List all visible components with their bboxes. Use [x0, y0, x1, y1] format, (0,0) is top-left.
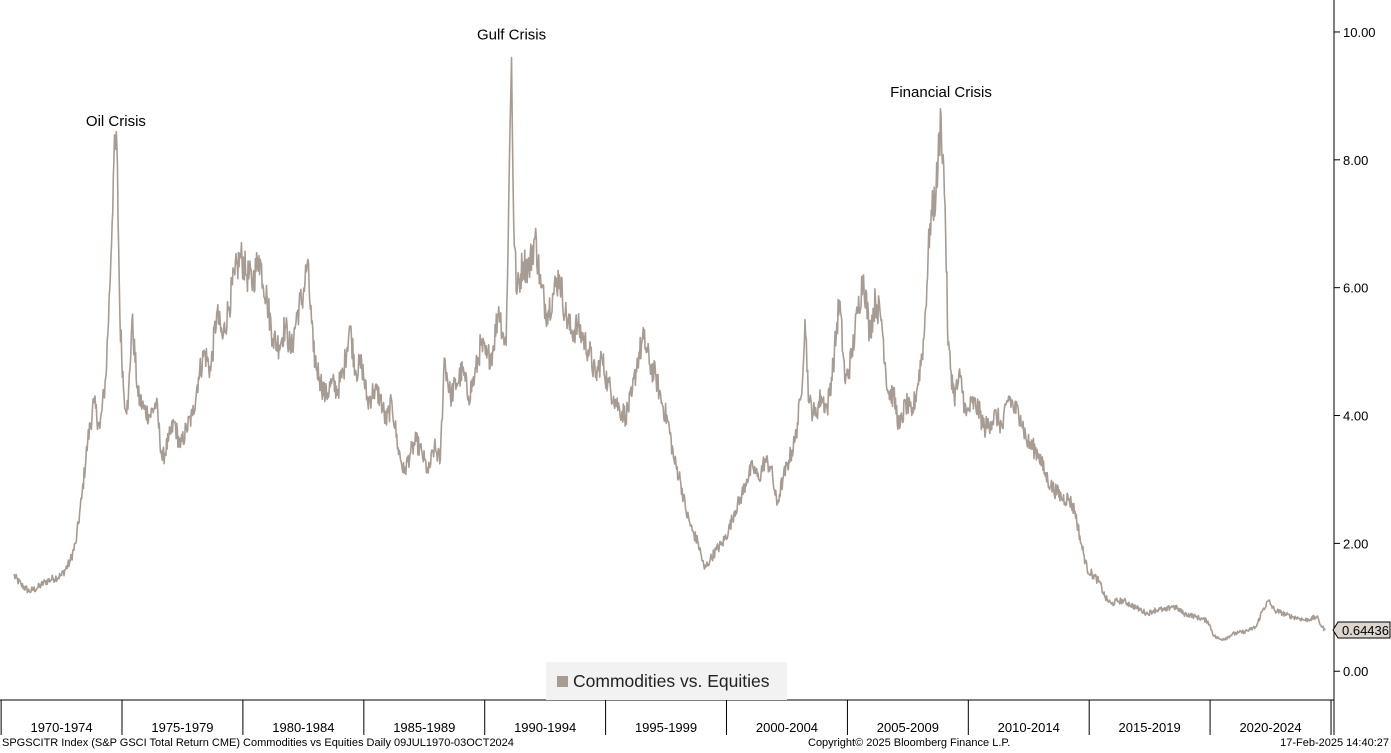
x-tick-label: 2020-2024	[1239, 720, 1301, 735]
y-tick-label: 0.00	[1343, 664, 1368, 679]
chart-legend: Commodities vs. Equities	[546, 662, 787, 700]
footer-timestamp: 17-Feb-2025 14:40:27	[1280, 737, 1389, 749]
last-value-label: 0.64436	[1342, 623, 1389, 638]
x-tick-label: 2000-2004	[756, 720, 818, 735]
x-tick-label: 2005-2009	[877, 720, 939, 735]
last-value-badge	[1332, 621, 1391, 639]
y-tick-label: 6.00	[1343, 281, 1368, 296]
x-tick-label: 1970-1974	[30, 720, 92, 735]
footer-copyright: Copyright© 2025 Bloomberg Finance L.P.	[808, 737, 1011, 749]
annotation-label: Gulf Crisis	[477, 27, 546, 44]
footer-source: SPGSCITR Index (S&P GSCI Total Return CM…	[2, 737, 514, 749]
x-tick-label: 1995-1999	[635, 720, 697, 735]
legend-label: Commodities vs. Equities	[573, 670, 770, 691]
annotation-label: Financial Crisis	[890, 84, 992, 101]
axes: 0.00 2.00 4.00 6.00 8.00 10.00 1970-1974 1975-1…	[0, 0, 1376, 735]
annotations: Oil Crisis Gulf Crisis Financial Crisis 0.6…	[86, 27, 1391, 639]
y-tick-label: 4.00	[1343, 409, 1368, 424]
y-tick-label: 10.00	[1343, 25, 1376, 40]
x-tick-label: 1990-1994	[514, 720, 576, 735]
series-line-commodities-vs-equities	[13, 56, 1326, 642]
x-tick-label: 1980-1984	[272, 720, 334, 735]
legend-swatch	[557, 675, 568, 687]
y-tick-label: 8.00	[1343, 153, 1368, 168]
x-tick-label: 2010-2014	[998, 720, 1060, 735]
y-tick-label: 2.00	[1343, 536, 1368, 551]
plot-area	[13, 56, 1326, 642]
annotation-label: Oil Crisis	[86, 113, 146, 130]
x-tick-label: 1985-1989	[393, 720, 455, 735]
x-tick-label: 2015-2019	[1119, 720, 1181, 735]
x-tick-label: 1975-1979	[151, 720, 213, 735]
